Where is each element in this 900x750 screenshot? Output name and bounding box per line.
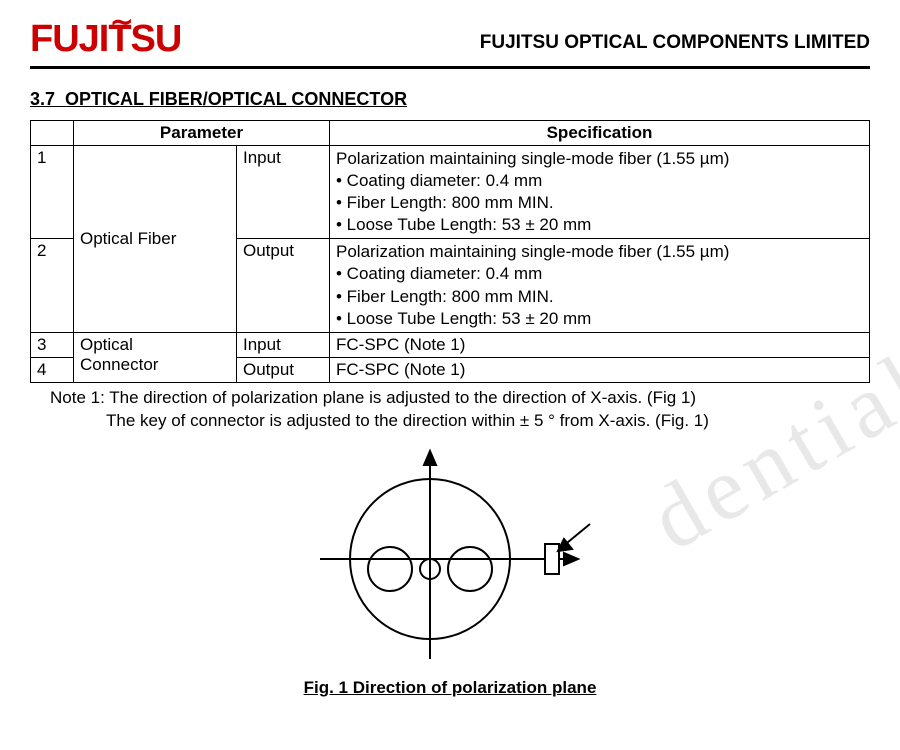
row-spec: FC-SPC (Note 1): [330, 357, 870, 382]
note-line-1: Note 1: The direction of polarization pl…: [50, 388, 696, 407]
note-line-2: The key of connector is adjusted to the …: [50, 410, 870, 433]
section-number: 3.7: [30, 89, 55, 109]
spec-line: • Loose Tube Length: 53 ± 20 mm: [336, 309, 591, 328]
figure-wrapper: Fig. 1 Direction of polarization plane: [30, 439, 870, 698]
param-line: Connector: [80, 355, 158, 374]
row-spec: FC-SPC (Note 1): [330, 332, 870, 357]
table-row: 3 Optical Connector Input FC-SPC (Note 1…: [31, 332, 870, 357]
param-line: Optical: [80, 335, 133, 354]
logo-accent-icon: ∼: [110, 8, 132, 36]
spec-line: • Fiber Length: 800 mm MIN.: [336, 287, 554, 306]
param-optical-connector: Optical Connector: [74, 332, 237, 382]
note-block: Note 1: The direction of polarization pl…: [30, 387, 870, 433]
section-heading: OPTICAL FIBER/OPTICAL CONNECTOR: [65, 89, 407, 109]
spec-line: • Fiber Length: 800 mm MIN.: [336, 193, 554, 212]
row-num: 4: [31, 357, 74, 382]
row-io: Input: [237, 146, 330, 239]
section-title: 3.7 OPTICAL FIBER/OPTICAL CONNECTOR: [30, 89, 870, 110]
table-row: 1 Optical Fiber Input Polarization maint…: [31, 146, 870, 239]
row-num: 3: [31, 332, 74, 357]
header-specification: Specification: [330, 121, 870, 146]
spec-line: Polarization maintaining single-mode fib…: [336, 242, 729, 261]
row-spec: Polarization maintaining single-mode fib…: [330, 239, 870, 332]
spec-line: • Coating diameter: 0.4 mm: [336, 171, 542, 190]
row-num: 2: [31, 239, 74, 332]
header-blank-num: [31, 121, 74, 146]
row-num: 1: [31, 146, 74, 239]
polarization-diagram-icon: [260, 439, 640, 669]
row-io: Output: [237, 239, 330, 332]
logo-text: FUJITSU: [30, 18, 181, 60]
spec-table: Parameter Specification 1 Optical Fiber …: [30, 120, 870, 383]
page-header: FUJITSU ∼ FUJITSU OPTICAL COMPONENTS LIM…: [30, 20, 870, 69]
param-optical-fiber: Optical Fiber: [74, 146, 237, 333]
row-spec: Polarization maintaining single-mode fib…: [330, 146, 870, 239]
header-parameter: Parameter: [74, 121, 330, 146]
spec-line: • Loose Tube Length: 53 ± 20 mm: [336, 215, 591, 234]
spec-line: Polarization maintaining single-mode fib…: [336, 149, 729, 168]
brand-logo: FUJITSU ∼: [30, 20, 181, 58]
figure-caption: Fig. 1 Direction of polarization plane: [30, 678, 870, 698]
row-io: Input: [237, 332, 330, 357]
spec-line: • Coating diameter: 0.4 mm: [336, 264, 542, 283]
row-io: Output: [237, 357, 330, 382]
table-header-row: Parameter Specification: [31, 121, 870, 146]
company-name: FUJITSU OPTICAL COMPONENTS LIMITED: [480, 32, 870, 58]
